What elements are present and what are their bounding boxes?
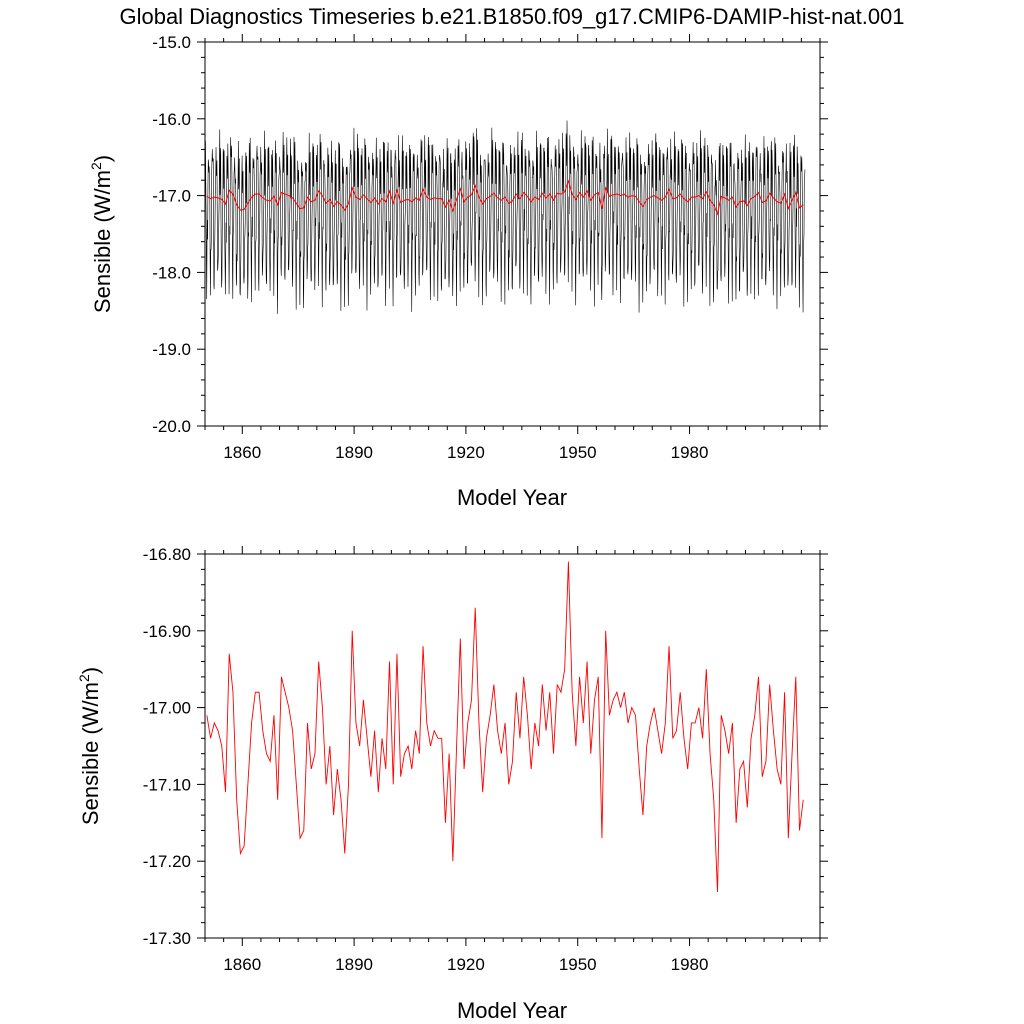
x-tick-label: 1950	[559, 955, 597, 974]
y-tick-label: -17.30	[143, 929, 191, 948]
x-tick-label: 1950	[559, 443, 597, 462]
top-y-axis-label-close: )	[90, 155, 115, 162]
bottom-series-group	[206, 561, 804, 892]
bottom-y-axis-label-main: Sensible (W/m	[78, 682, 103, 825]
x-tick-label: 1860	[223, 443, 261, 462]
y-tick-label: -17.00	[143, 699, 191, 718]
bottom-y-axis-label: Sensible (W/m2)	[76, 667, 103, 825]
bottom-axis-ticks	[197, 546, 828, 946]
top-x-tick-labels: 1860 1890 1920 1950 1980	[223, 443, 708, 462]
top-y-tick-labels: -15.0 -16.0 -17.0 -18.0 -19.0 -20.0	[152, 33, 191, 436]
y-tick-label: -16.0	[152, 110, 191, 129]
y-tick-label: -16.80	[143, 545, 191, 564]
x-tick-label: 1980	[671, 955, 709, 974]
annual-mean-series-line	[206, 561, 804, 892]
bottom-y-tick-labels: -16.80 -16.90 -17.00 -17.10 -17.20 -17.30	[143, 545, 191, 948]
top-y-axis-label: Sensible (W/m2)	[88, 155, 115, 313]
bottom-y-axis-label-close: )	[78, 667, 103, 674]
top-x-axis-label: Model Year	[457, 485, 567, 510]
x-tick-label: 1890	[335, 443, 373, 462]
x-tick-label: 1920	[447, 443, 485, 462]
top-y-axis-label-sup: 2	[88, 162, 104, 170]
y-tick-label: -17.0	[152, 187, 191, 206]
bottom-panel: 1860 1890 1920 1950 1980 -16.80-16.90-17.00-…	[76, 545, 828, 1023]
bottom-x-axis-label: Model Year	[457, 998, 567, 1023]
top-series-group	[204, 120, 806, 314]
top-plot-frame	[204, 41, 821, 427]
x-tick-label: 1890	[335, 955, 373, 974]
monthly-series-line	[204, 120, 806, 314]
bottom-plot-frame	[204, 553, 821, 939]
x-tick-label: 1860	[223, 955, 261, 974]
x-tick-label: 1980	[671, 443, 709, 462]
y-tick-label: -16.90	[143, 622, 191, 641]
x-tick-label: 1920	[447, 955, 485, 974]
y-tick-label: -15.0	[152, 33, 191, 52]
y-tick-label: -18.0	[152, 263, 191, 282]
y-tick-label: -20.0	[152, 417, 191, 436]
bottom-y-axis-label-sup: 2	[76, 674, 92, 682]
annual-mean-series-line	[206, 179, 804, 216]
top-axis-ticks	[197, 34, 828, 434]
top-y-axis-label-main: Sensible (W/m	[90, 170, 115, 313]
chart-title: Global Diagnostics Timeseries b.e21.B185…	[119, 4, 904, 29]
y-tick-label: -17.10	[143, 775, 191, 794]
bottom-x-tick-labels: 1860 1890 1920 1950 1980	[223, 955, 708, 974]
top-panel: 1860 1890 1920 1950 1980 -15.0 -16.0 -17.0 -18.…	[88, 33, 828, 510]
y-tick-label: -17.20	[143, 852, 191, 871]
y-tick-label: -19.0	[152, 340, 191, 359]
